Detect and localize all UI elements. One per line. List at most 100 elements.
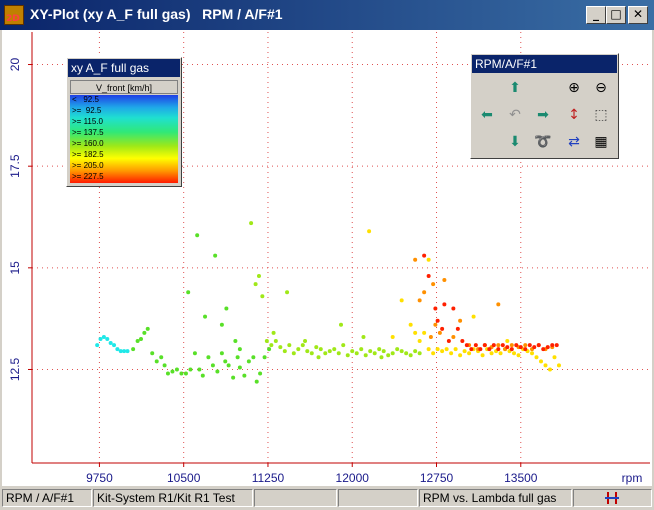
zoom-out-icon[interactable]: ⊖ [595, 80, 607, 96]
data-point [256, 273, 261, 278]
data-point [101, 334, 106, 339]
data-point [192, 351, 197, 356]
data-point [471, 314, 476, 319]
data-point [491, 343, 496, 348]
data-point [539, 359, 544, 364]
data-point [251, 355, 256, 360]
data-point [323, 351, 328, 356]
data-point [145, 326, 150, 331]
fit-icon[interactable]: ⇄ [568, 134, 580, 150]
data-point [426, 257, 431, 262]
data-point [422, 290, 427, 295]
data-point [422, 330, 427, 335]
toolbox-title[interactable]: RPM/A/F#1 [472, 55, 617, 73]
data-point [413, 330, 418, 335]
data-point [426, 347, 431, 352]
data-point [379, 355, 384, 360]
data-point [131, 347, 136, 352]
data-point [183, 371, 188, 376]
data-point [138, 336, 143, 341]
select-rect-icon[interactable]: ⬚ [594, 107, 608, 123]
data-point [305, 349, 310, 354]
data-point [523, 347, 528, 352]
data-point [271, 330, 276, 335]
status-system: Kit-System R1/Kit R1 Test [93, 489, 253, 507]
arrow-right-icon[interactable]: ➡ [537, 107, 549, 123]
toolbox-panel[interactable]: RPM/A/F#1 ⬆ ⬅ ↶ ➡ ⬇ ➰ ⊕ ⊖ ↕ ⬚ ⇄ ▦ [470, 53, 619, 159]
arrow-up-icon[interactable]: ⬆ [509, 80, 521, 96]
data-point [233, 339, 238, 344]
calculator-icon[interactable]: ▦ [594, 134, 608, 150]
zoom-in-icon[interactable]: ⊕ [568, 80, 580, 96]
data-point [556, 363, 561, 368]
arrow-left-icon[interactable]: ⬅ [481, 107, 493, 123]
data-point [487, 347, 492, 352]
data-point [174, 367, 179, 372]
undo-icon[interactable]: ↶ [509, 107, 521, 123]
data-point [543, 363, 548, 368]
data-point [433, 322, 438, 327]
arrow-down-icon[interactable]: ⬇ [509, 134, 521, 150]
legend-title[interactable]: xy A_F full gas [68, 59, 180, 77]
data-point [285, 290, 290, 295]
data-point [262, 355, 267, 360]
x-tick-label: 13500 [504, 471, 538, 485]
data-point [547, 367, 552, 372]
data-point [246, 359, 251, 364]
status-empty-2 [338, 489, 418, 507]
scatter-chart[interactable]: 9750 10500 11250 12000 12750 13500 12.5 15 17.5 2… [2, 30, 652, 486]
data-point [150, 351, 155, 356]
data-point [390, 351, 395, 356]
data-point [316, 355, 321, 360]
data-point [318, 347, 323, 352]
data-point [258, 371, 263, 376]
data-point [467, 351, 472, 356]
data-point [480, 353, 485, 358]
data-point [534, 355, 539, 360]
x-tick-label: 10500 [167, 471, 201, 485]
data-point [206, 355, 211, 360]
maximize-button[interactable]: □ [606, 6, 626, 24]
data-point [458, 353, 463, 358]
data-point [530, 351, 535, 356]
minimize-button[interactable]: _ [586, 6, 606, 24]
data-point [444, 347, 449, 352]
data-point [260, 294, 265, 299]
autoscale-icon[interactable]: ↕ [568, 107, 580, 123]
data-point [327, 349, 332, 354]
legend-row: >= 92.5 [72, 106, 102, 115]
window-title: XY-Plot (xy A_F full gas) RPM / A/F#1 [30, 6, 283, 22]
data-point [381, 349, 386, 354]
data-point [115, 347, 120, 352]
data-point [278, 345, 283, 350]
app-icon[interactable]: 2D [4, 5, 24, 25]
data-point [224, 306, 229, 311]
data-point [314, 345, 319, 350]
data-point [273, 339, 278, 344]
data-point [554, 343, 559, 348]
data-point [426, 273, 431, 278]
lasso-icon[interactable]: ➰ [534, 134, 552, 150]
data-point [512, 351, 517, 356]
data-point [498, 351, 503, 356]
data-point [237, 365, 242, 370]
data-point [372, 351, 377, 356]
close-button[interactable]: ✕ [628, 6, 648, 24]
data-point [309, 351, 314, 356]
data-point [287, 343, 292, 348]
data-point [170, 369, 175, 374]
data-point [541, 347, 546, 352]
data-point [399, 298, 404, 303]
data-point [435, 347, 440, 352]
data-point [417, 298, 422, 303]
data-point [242, 373, 247, 378]
data-point [363, 353, 368, 358]
data-point [413, 257, 418, 262]
data-point [455, 326, 460, 331]
y-tick-label: 12.5 [8, 357, 22, 381]
data-point [345, 353, 350, 358]
data-point [469, 347, 474, 352]
legend-panel[interactable]: xy A_F full gas V_front [km/h] < 92.5 >=… [66, 57, 182, 187]
data-point [332, 347, 337, 352]
data-point [267, 347, 272, 352]
